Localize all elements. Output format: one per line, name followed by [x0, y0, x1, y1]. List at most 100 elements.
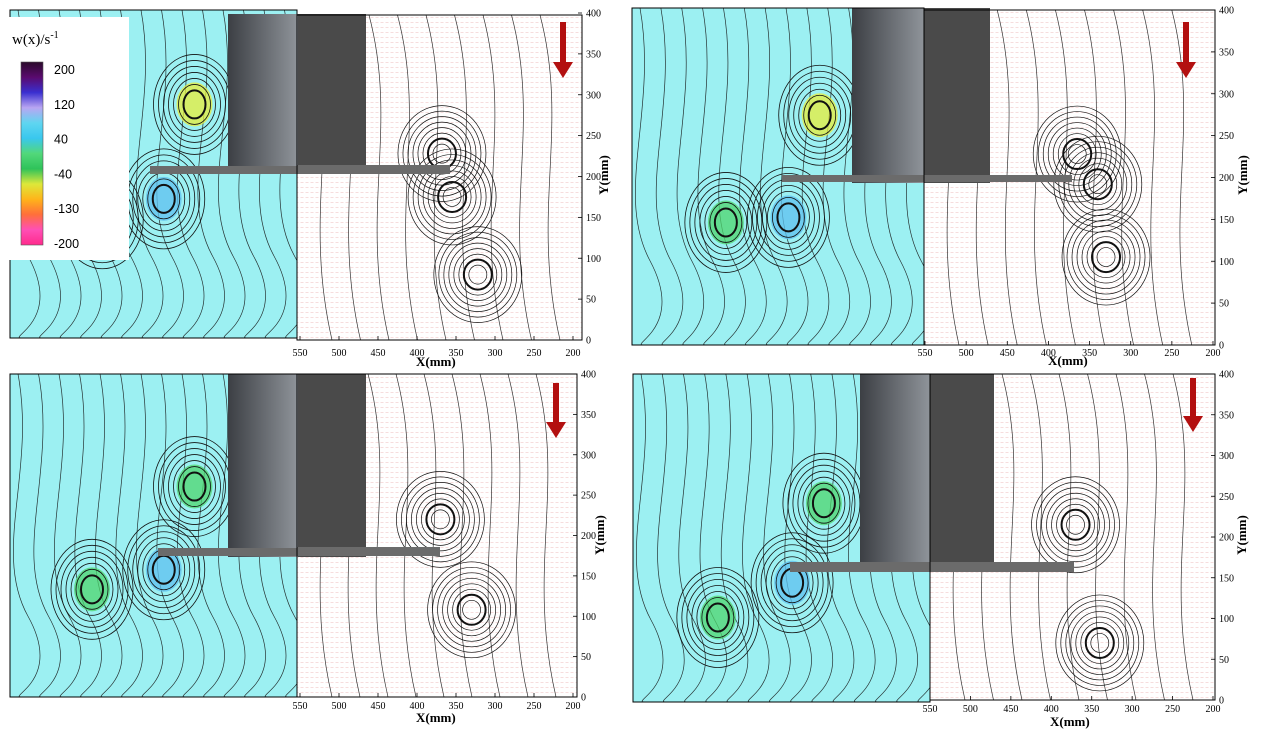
- simulation-vortex: [684, 172, 768, 273]
- x-axis: 550 500 450 400 350 300 250 200 X(mm): [293, 693, 581, 725]
- x-tick-label: 200: [1206, 704, 1221, 715]
- x-axis-label: X(mm): [1048, 353, 1088, 368]
- x-axis-label: X(mm): [416, 710, 456, 725]
- streamline: [539, 15, 561, 340]
- y-tick-label: 300: [1219, 451, 1234, 462]
- x-axis: 550 500 450 400 350 300 250 200 X(mm): [923, 696, 1221, 729]
- x-tick-label: 200: [1206, 348, 1221, 359]
- streamline: [197, 10, 225, 338]
- cylinder-block-piv: [924, 8, 990, 183]
- simulation-streamlines: [636, 374, 930, 702]
- streamline: [636, 374, 664, 702]
- x-tick-label: 250: [527, 348, 542, 359]
- streamline: [507, 374, 529, 697]
- y-tick-label: 100: [1219, 257, 1234, 268]
- y-axis: 0 50 100 150 200 250 300 350 400 Y(mm): [1211, 370, 1249, 707]
- plate: [924, 175, 1072, 182]
- streamline: [1144, 374, 1165, 700]
- panel-top-right: 550 500 450 400 350 300 250 200 X(mm) 0 50 100 150 20…: [631, 6, 1250, 368]
- y-tick-label: 250: [1219, 492, 1234, 503]
- streamline: [156, 374, 184, 697]
- streamline: [655, 8, 684, 345]
- y-tick-label: 100: [1219, 614, 1234, 625]
- streamline: [657, 374, 685, 702]
- y-tick-label: 100: [581, 612, 596, 623]
- y-tick-label: 350: [1219, 47, 1234, 58]
- plate: [930, 562, 1074, 572]
- y-tick-label: 400: [1219, 6, 1234, 17]
- x-tick-label: 500: [332, 348, 347, 359]
- y-tick-label: 350: [586, 49, 601, 60]
- y-tick-label: 50: [586, 295, 596, 306]
- piv-vortex: [407, 148, 497, 246]
- streamline: [996, 10, 1018, 345]
- x-axis: 550 500 450 400 350 300 250 200 X(mm): [293, 336, 581, 369]
- flow-direction-arrow: [546, 383, 566, 438]
- streamline: [156, 10, 184, 338]
- panel-bottom-left: 550 500 450 400 350 300 250 200 X(mm) 0 50 100 150 20…: [9, 370, 607, 725]
- x-tick-label: 300: [488, 348, 503, 359]
- colorbar-tick-label: -130: [54, 202, 79, 216]
- plate: [297, 547, 440, 556]
- plate: [782, 175, 924, 182]
- y-tick-label: 200: [1219, 533, 1234, 544]
- y-axis: 0 50 100 150 200 250 300 350 400 Y(mm): [578, 9, 611, 347]
- cylinder-block-piv: [930, 374, 994, 572]
- y-tick-label: 150: [581, 571, 596, 582]
- piv-vortex: [427, 561, 516, 659]
- streamline: [676, 8, 705, 345]
- streamline: [697, 8, 725, 345]
- x-tick-label: 450: [1000, 348, 1015, 359]
- x-axis-label: X(mm): [416, 354, 456, 369]
- x-axis-label: X(mm): [1050, 714, 1090, 729]
- y-tick-label: 150: [586, 213, 601, 224]
- cylinder-block-piv: [298, 374, 366, 557]
- streamline: [423, 374, 445, 697]
- x-tick-label: 550: [293, 348, 308, 359]
- x-tick-label: 500: [332, 701, 347, 712]
- plate: [790, 562, 930, 572]
- y-tick-label: 50: [1219, 299, 1229, 310]
- piv-vortex: [433, 226, 523, 323]
- y-tick-label: 200: [1219, 173, 1234, 184]
- flow-direction-arrow: [553, 22, 573, 78]
- streamline: [801, 8, 830, 345]
- streamline: [1084, 10, 1105, 345]
- y-tick-label: 400: [581, 370, 596, 381]
- streamline: [535, 374, 557, 697]
- y-tick-label: 50: [1219, 655, 1229, 666]
- cylinder-block-simulation: [860, 374, 930, 572]
- y-axis-label: Y(mm): [1234, 515, 1249, 555]
- x-tick-label: 400: [410, 701, 425, 712]
- y-axis-label: Y(mm): [592, 515, 607, 555]
- streamline: [367, 374, 389, 697]
- simulation-vortex: [153, 436, 236, 537]
- colorbar-tick-label: 120: [54, 98, 75, 112]
- colorbar-scale: [20, 61, 44, 246]
- streamline: [479, 374, 501, 697]
- x-tick-label: 200: [566, 701, 581, 712]
- streamline: [511, 15, 532, 340]
- streamline: [13, 374, 41, 697]
- x-tick-label: 450: [371, 348, 386, 359]
- x-tick-label: 300: [1123, 348, 1138, 359]
- x-tick-label: 350: [1082, 348, 1097, 359]
- cylinder-block-simulation: [228, 374, 298, 557]
- x-tick-label: 250: [527, 701, 542, 712]
- streamline: [115, 374, 143, 697]
- streamline: [451, 374, 473, 697]
- y-tick-label: 150: [1219, 573, 1234, 584]
- x-tick-label: 250: [1165, 704, 1180, 715]
- streamline: [395, 374, 417, 697]
- streamline: [1172, 374, 1194, 700]
- y-axis: 0 50 100 150 200 250 300 350 400 Y(mm): [1211, 6, 1250, 352]
- y-axis-label: Y(mm): [1235, 155, 1250, 195]
- y-tick-label: 350: [1219, 410, 1234, 421]
- y-tick-label: 400: [586, 9, 601, 20]
- flow-direction-arrow: [1183, 378, 1203, 432]
- y-tick-label: 250: [581, 491, 596, 502]
- streamline: [1171, 10, 1193, 345]
- streamline: [826, 374, 855, 702]
- x-tick-label: 400: [1044, 704, 1059, 715]
